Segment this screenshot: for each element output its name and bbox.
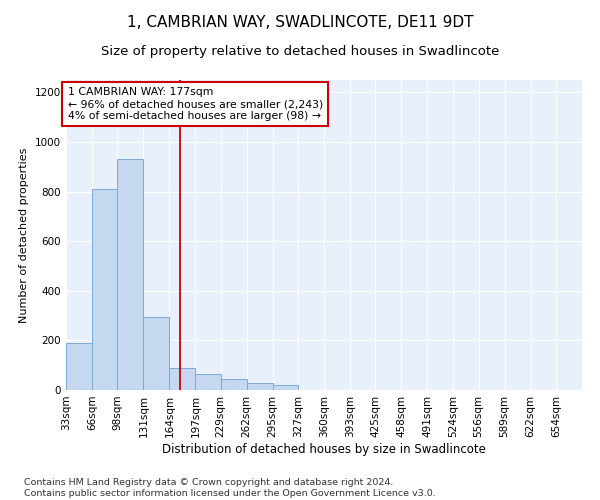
Bar xyxy=(143,317,169,390)
Y-axis label: Number of detached properties: Number of detached properties xyxy=(19,148,29,322)
Text: 1 CAMBRIAN WAY: 177sqm
← 96% of detached houses are smaller (2,243)
4% of semi-d: 1 CAMBRIAN WAY: 177sqm ← 96% of detached… xyxy=(68,88,323,120)
X-axis label: Distribution of detached houses by size in Swadlincote: Distribution of detached houses by size … xyxy=(162,442,486,456)
Text: Contains HM Land Registry data © Crown copyright and database right 2024.
Contai: Contains HM Land Registry data © Crown c… xyxy=(24,478,436,498)
Bar xyxy=(169,368,196,390)
Bar xyxy=(196,374,221,390)
Text: Size of property relative to detached houses in Swadlincote: Size of property relative to detached ho… xyxy=(101,45,499,58)
Bar xyxy=(221,379,247,390)
Bar xyxy=(92,189,117,390)
Bar xyxy=(117,160,143,390)
Text: 1, CAMBRIAN WAY, SWADLINCOTE, DE11 9DT: 1, CAMBRIAN WAY, SWADLINCOTE, DE11 9DT xyxy=(127,15,473,30)
Bar xyxy=(247,382,273,390)
Bar xyxy=(273,385,298,390)
Bar xyxy=(66,343,92,390)
